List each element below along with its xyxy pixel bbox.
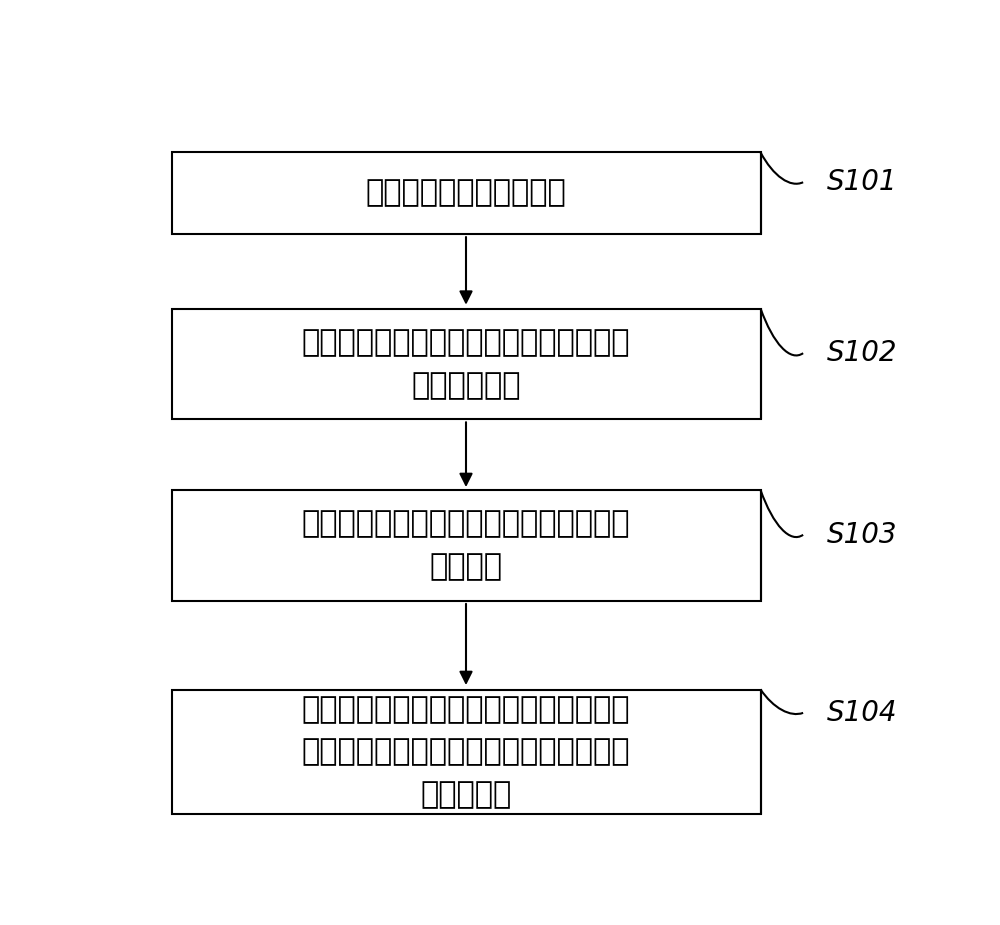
- Text: S104: S104: [826, 699, 897, 727]
- Text: 调用接口数组的读函数，读取各个接口的
接口数据: 调用接口数组的读函数，读取各个接口的 接口数据: [302, 510, 630, 582]
- Text: 调用接口数组的写函数，将各个接口的接
口数据写入接口数组中各个接口对应的接
口数据区域: 调用接口数组的写函数，将各个接口的接 口数据写入接口数组中各个接口对应的接 口数…: [302, 695, 630, 809]
- Text: 获取各个接口的接口信息: 获取各个接口的接口信息: [366, 179, 566, 207]
- Text: S101: S101: [826, 168, 897, 196]
- Text: S102: S102: [826, 339, 897, 367]
- FancyBboxPatch shape: [172, 309, 761, 419]
- FancyBboxPatch shape: [172, 490, 761, 600]
- FancyBboxPatch shape: [172, 152, 761, 234]
- FancyBboxPatch shape: [172, 690, 761, 814]
- Text: 根据接口信息中的接口长度和接口数量，
生成接口数组: 根据接口信息中的接口长度和接口数量， 生成接口数组: [302, 328, 630, 400]
- Text: S103: S103: [826, 521, 897, 549]
